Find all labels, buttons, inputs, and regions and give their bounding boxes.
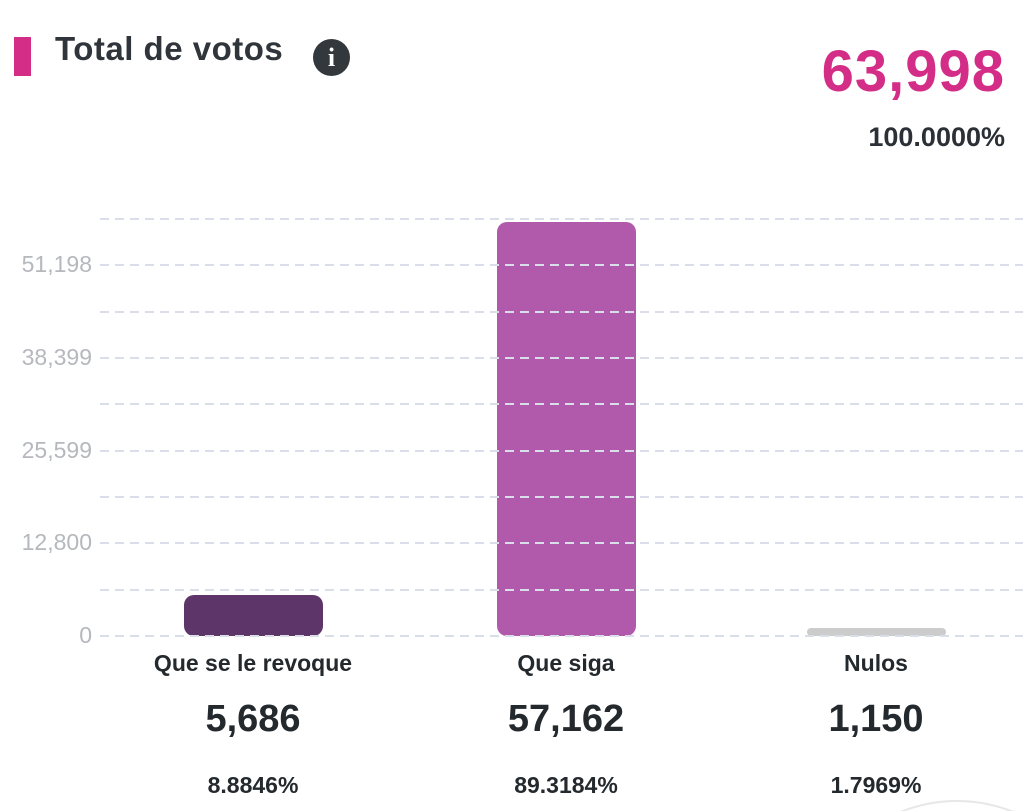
y-tick-label: 0	[79, 622, 92, 648]
bar-que-se-le-revoque[interactable]	[184, 594, 323, 636]
value-que-se-le-revoque: 5,686	[205, 698, 301, 740]
gridline	[100, 588, 1023, 591]
percent-nulos: 1.7969%	[830, 772, 922, 798]
bar-que-siga[interactable]	[497, 222, 636, 636]
gridline	[100, 403, 1023, 406]
decorative-circle-arc	[805, 800, 1023, 811]
total-votes-value: 63,998	[821, 39, 1005, 104]
y-axis-labels: 0 12,800 25,599 38,399 51,198	[0, 219, 92, 648]
x-label-nulos: Nulos	[844, 650, 908, 676]
y-tick-label: 12,800	[21, 529, 92, 556]
percent-que-se-le-revoque: 8.8846%	[207, 772, 299, 798]
gridline	[100, 357, 1023, 359]
gridline	[100, 542, 1023, 545]
info-icon[interactable]: i	[313, 39, 350, 76]
x-label-que-se-le-revoque: Que se le revoque	[153, 650, 353, 676]
gridline	[100, 496, 1023, 498]
x-label-que-siga: Que siga	[517, 650, 615, 676]
bar-nulos[interactable]	[807, 627, 946, 636]
value-que-siga: 57,162	[507, 698, 625, 740]
y-tick-label: 25,599	[21, 436, 92, 463]
gridline	[100, 635, 1023, 637]
value-nulos: 1,150	[828, 698, 924, 740]
gridline	[100, 310, 1023, 313]
page-title: Total de votos	[55, 30, 284, 67]
y-tick-label: 38,399	[21, 343, 92, 370]
gridline	[100, 264, 1023, 267]
total-votes-percent: 100.0000%	[868, 122, 1005, 152]
percent-que-siga: 89.3184%	[514, 772, 618, 798]
gridline	[100, 218, 1023, 220]
y-tick-label: 51,198	[21, 251, 92, 278]
pink-accent-bar	[14, 37, 31, 76]
bar-chart-plot	[100, 218, 1023, 637]
gridline	[100, 449, 1023, 452]
